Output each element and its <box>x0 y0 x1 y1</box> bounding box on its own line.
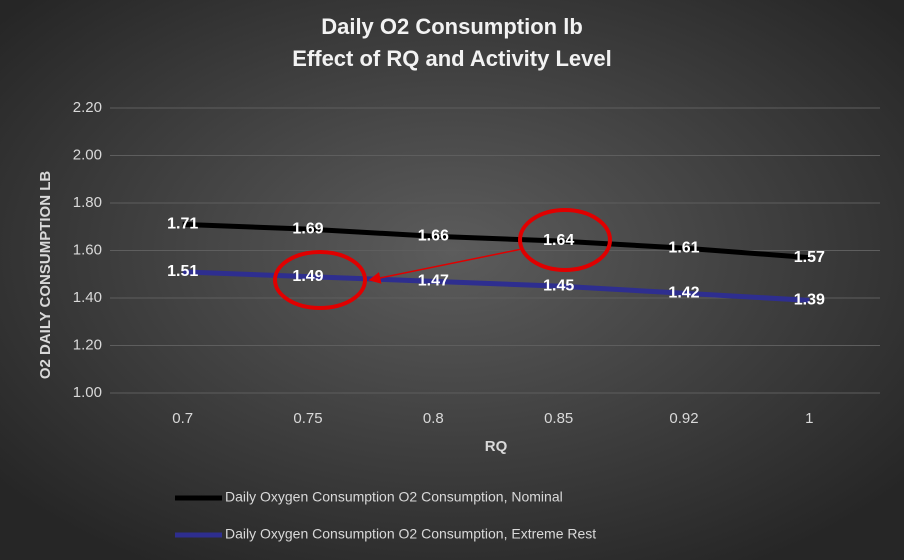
x-tick-label: 0.92 <box>669 410 698 427</box>
data-label: 1.51 <box>167 263 198 280</box>
x-tick-label: 0.75 <box>293 410 322 427</box>
data-line <box>182 221 810 261</box>
data-line <box>182 269 810 303</box>
data-label: 1.45 <box>543 277 574 294</box>
arrow <box>368 248 523 284</box>
y-axis-label: O2 DAILY CONSUMPTION LB <box>37 171 54 380</box>
data-label: 1.66 <box>418 227 449 244</box>
annotations <box>273 208 612 310</box>
y-tick-label: 1.00 <box>73 384 102 401</box>
y-tick-label: 1.80 <box>73 194 102 211</box>
data-label: 1.61 <box>668 239 699 256</box>
chart-title: Daily O2 Consumption lb <box>321 14 583 39</box>
y-tick-label: 1.40 <box>73 289 102 306</box>
y-tick-label: 1.20 <box>73 336 102 353</box>
y-tick-label: 1.60 <box>73 241 102 258</box>
data-label: 1.71 <box>167 216 198 233</box>
plot-area: 1.00 1.20 1.40 1.60 1.80 2.00 2.20 0.7 0.75 0.8 0.… <box>73 99 880 427</box>
data-label: 1.64 <box>543 232 574 249</box>
data-label: 1.69 <box>292 220 323 237</box>
data-label: 1.57 <box>794 249 825 266</box>
data-label: 1.42 <box>668 284 699 301</box>
legend-label: Daily Oxygen Consumption O2 Consumption,… <box>225 526 596 542</box>
x-tick-label: 0.8 <box>423 410 444 427</box>
x-tick-label: 0.85 <box>544 410 573 427</box>
legend-label: Daily Oxygen Consumption O2 Consumption,… <box>225 489 563 505</box>
chart-subtitle: Effect of RQ and Activity Level <box>292 46 611 71</box>
y-tick-label: 2.20 <box>73 99 102 116</box>
data-label: 1.47 <box>418 273 449 290</box>
x-tick-label: 0.7 <box>172 410 193 427</box>
y-tick-label: 2.00 <box>73 146 102 163</box>
highlight-ellipse <box>273 250 367 310</box>
data-label: 1.49 <box>292 268 323 285</box>
data-label: 1.39 <box>794 292 825 309</box>
x-axis-label: RQ <box>485 438 508 455</box>
highlight-ellipse <box>518 208 612 272</box>
x-tick-label: 1 <box>805 410 813 427</box>
